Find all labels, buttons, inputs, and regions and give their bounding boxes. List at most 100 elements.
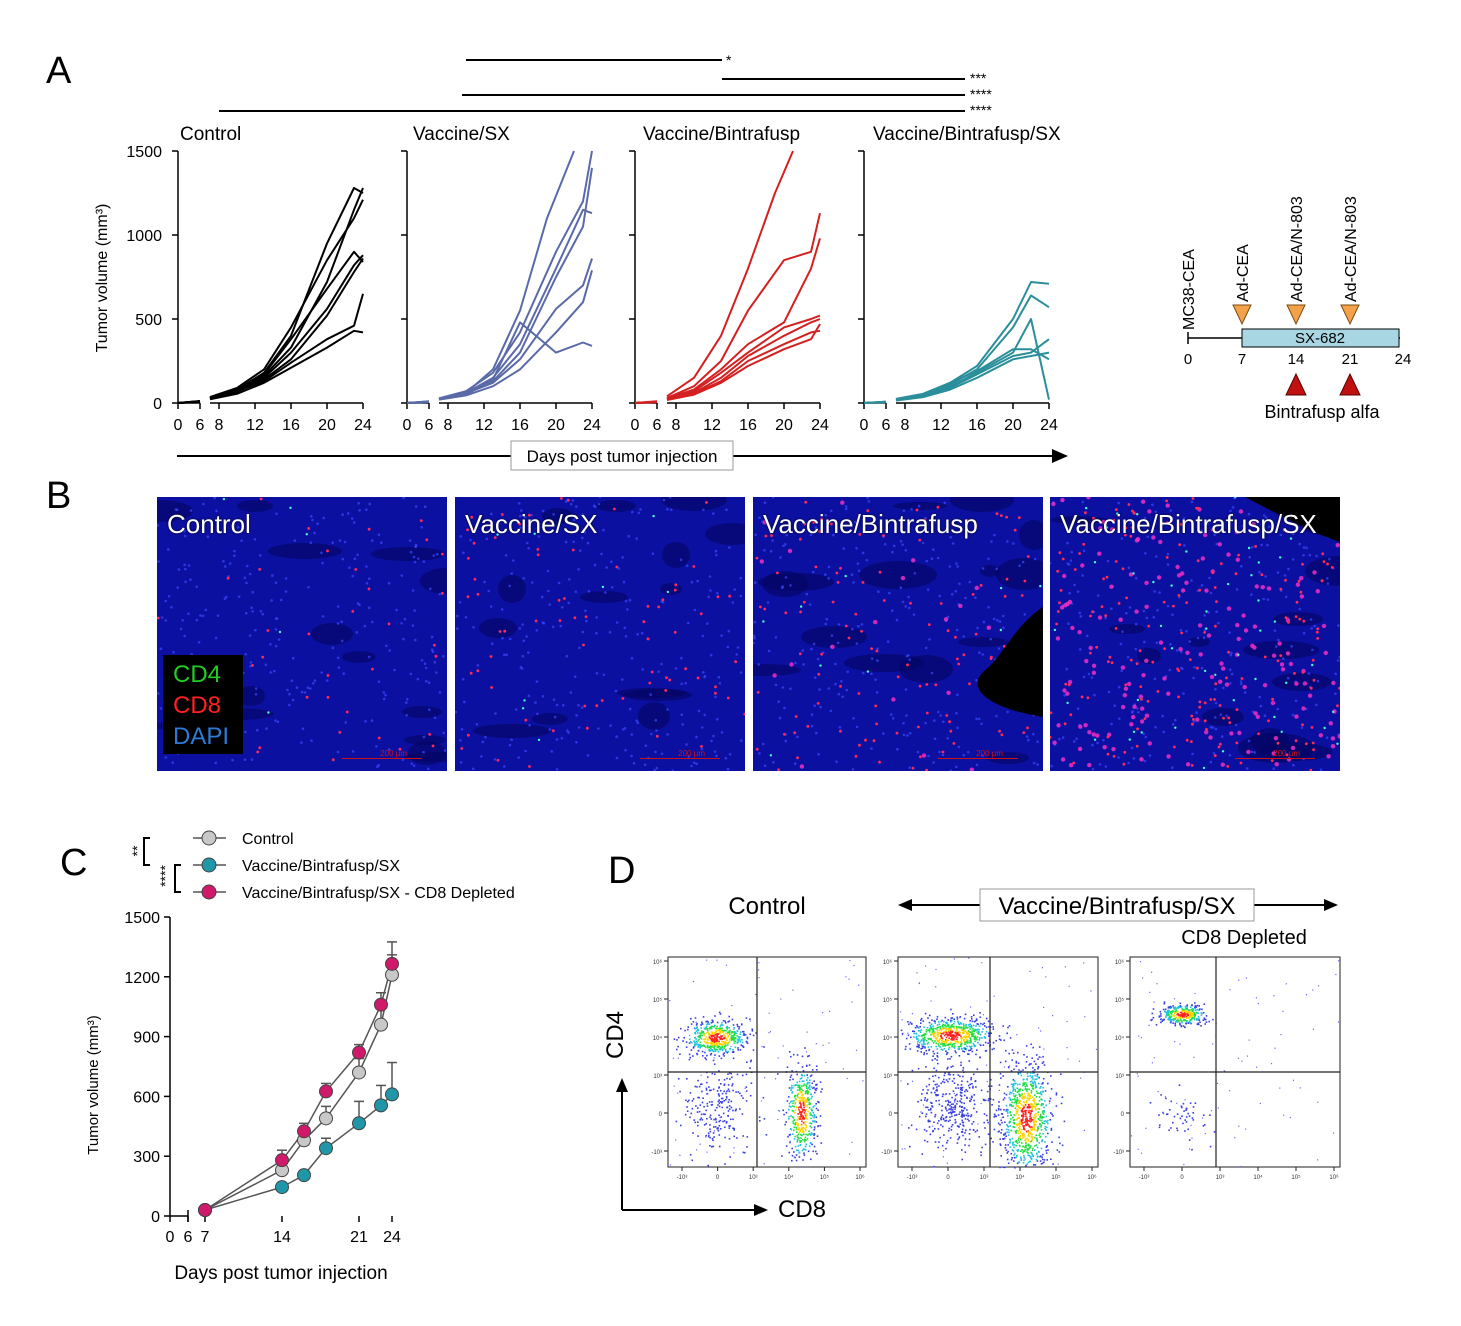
micro-nucleus-2-212 xyxy=(840,679,843,683)
flow-dot-1-0-204 xyxy=(932,1025,934,1028)
flow-dot-1-1-308 xyxy=(1020,1159,1023,1162)
series-2-6 xyxy=(666,323,821,401)
micro-cd4-3-16 xyxy=(1085,506,1088,510)
micro-cd8-3-102 xyxy=(1139,685,1143,688)
flow-dot-0-1-214 xyxy=(813,1105,816,1107)
flow-dot-0-2-204 xyxy=(728,1105,731,1107)
flow-dot-0-0-488 xyxy=(712,1044,714,1047)
micro-nucleus-2-231 xyxy=(852,717,855,720)
flow-dot-0-1-311 xyxy=(800,1137,802,1139)
flow-dot-0-2-5 xyxy=(730,1072,732,1075)
flow-dot-1-1-182 xyxy=(1056,1149,1059,1151)
flow-dot-1-1-597 xyxy=(1038,1118,1040,1121)
flow-dot-1-2-59 xyxy=(925,1106,927,1109)
flow-dot-1-2-85 xyxy=(946,1142,948,1144)
flow-dot-0-0-336 xyxy=(710,1034,712,1037)
flow-bg-dot-1-21 xyxy=(1029,970,1031,972)
micro-nucleus-1-9 xyxy=(456,614,459,618)
flow-dot-0-1-174 xyxy=(789,1079,791,1081)
flow-bg-dot-0-20 xyxy=(855,1049,858,1051)
micro-nucleus-1-46 xyxy=(712,512,715,515)
micro-magenta-3-82 xyxy=(1067,599,1073,605)
micro-nucleus-2-67 xyxy=(789,687,792,690)
flow-dot-0-0-54 xyxy=(694,1045,696,1047)
micro-cd8-2-43 xyxy=(979,584,983,587)
flow-dot-1-2-87 xyxy=(962,1134,964,1137)
flow-dot-0-2-149 xyxy=(729,1078,731,1080)
flow-dot-0-0-322 xyxy=(713,1045,716,1047)
micro-cd8-1-15 xyxy=(536,548,540,551)
flow-dot-1-0-614 xyxy=(947,1033,949,1036)
flow-dot-0-0-398 xyxy=(696,1026,698,1029)
flow-dot-0-2-199 xyxy=(709,1114,712,1117)
flow-dot-0-1-335 xyxy=(800,1111,803,1113)
flow-dot-1-0-6 xyxy=(1008,1025,1011,1027)
ytick-500: 500 xyxy=(135,312,162,329)
micro-nucleus-2-13 xyxy=(989,637,992,641)
flow-dot-1-0-314 xyxy=(985,1030,988,1033)
flow-dot-1-1-37 xyxy=(1017,1149,1020,1151)
flow-dot-1-1-462 xyxy=(1022,1089,1024,1092)
micro-cd8-2-4 xyxy=(776,571,779,575)
micro-dark-0-7 xyxy=(268,543,342,559)
flow-dot-1-2-38 xyxy=(943,1078,945,1081)
flow-dot-1-1-327 xyxy=(1014,1166,1016,1169)
flow-dot-1-1-300 xyxy=(1029,1115,1031,1118)
micro-nucleus-0-247 xyxy=(387,748,391,751)
micro-nucleus-2-254 xyxy=(975,763,979,767)
micro-nucleus-1-0 xyxy=(693,608,697,612)
micro-cd4-1-5 xyxy=(523,699,526,702)
micro-dark-1-2 xyxy=(705,523,745,545)
micro-cd8-3-172 xyxy=(1117,602,1121,605)
flow-dot-1-0-575 xyxy=(990,1032,992,1034)
flow-dot-1-1-576 xyxy=(1016,1162,1019,1165)
series-2-2 xyxy=(666,238,821,400)
flow-dot-1-0-593 xyxy=(958,1034,961,1036)
flow-dot-0-0-484 xyxy=(711,1035,714,1037)
micro-nucleus-1-26 xyxy=(628,707,632,711)
flow-dot-1-1-684 xyxy=(1015,1099,1017,1102)
flow-dot-1-1-263 xyxy=(1013,1080,1016,1082)
flow-dot-0-2-58 xyxy=(709,1128,711,1130)
micro-nucleus-1-137 xyxy=(573,675,577,678)
bintrafusp-triangle-icon-1 xyxy=(1285,372,1307,396)
x-tick-label-2-4: 16 xyxy=(739,417,757,434)
micro-cd8-1-64 xyxy=(489,655,493,658)
flow-dot-0-1-409 xyxy=(793,1100,795,1102)
micro-nucleus-1-62 xyxy=(489,605,493,608)
flow-dot-1-0-329 xyxy=(923,1052,926,1054)
flow-dot-0-2-108 xyxy=(697,1135,699,1137)
micro-dark-2-2 xyxy=(996,558,1043,590)
flow-dot-0-1-120 xyxy=(802,1098,804,1100)
flow-dot-0-1-189 xyxy=(812,1112,815,1114)
micro-nucleus-1-195 xyxy=(597,727,600,730)
flow-dot-1-1-559 xyxy=(1012,1052,1015,1054)
flow-dot-0-2-209 xyxy=(686,1110,689,1112)
micro-nucleus-1-130 xyxy=(490,512,493,516)
micro-nucleus-1-179 xyxy=(627,534,631,538)
flow-dot-0-2-171 xyxy=(729,1156,731,1158)
flow-dot-0-0-57 xyxy=(751,1028,753,1031)
flow-dot-1-0-274 xyxy=(919,1041,921,1044)
flow-dot-0-1-238 xyxy=(803,1140,806,1142)
ad-cea-triangle-icon xyxy=(1232,304,1252,326)
flow-dot-0-1-215 xyxy=(804,1091,807,1093)
micro-nucleus-1-173 xyxy=(685,743,688,746)
flow-dot-1-1-720 xyxy=(1020,1120,1023,1123)
micro-magenta-3-125 xyxy=(1166,754,1171,759)
micro-cd8-1-59 xyxy=(615,565,619,569)
flow-dot-1-1-59 xyxy=(1007,1126,1009,1128)
micro-nucleus-0-42 xyxy=(414,638,417,642)
flow-dot-0-0-175 xyxy=(701,1050,704,1053)
micro-nucleus-1-80 xyxy=(621,556,624,559)
flow-dot-1-1-64 xyxy=(1032,1084,1034,1086)
flow-bg-dot-0-69 xyxy=(716,959,718,961)
flow-dot-1-2-103 xyxy=(970,1095,973,1098)
flow-dot-1-0-185 xyxy=(970,1046,972,1048)
flow-dot-0-1-313 xyxy=(795,1121,798,1124)
flow-dot-1-0-179 xyxy=(936,1039,938,1042)
flow-dot-0-0-440 xyxy=(721,1047,723,1049)
micro-cd8-2-81 xyxy=(962,653,966,657)
flow-dot-1-0-481 xyxy=(982,1028,984,1030)
flow-dot-1-1-751 xyxy=(1035,1086,1038,1089)
